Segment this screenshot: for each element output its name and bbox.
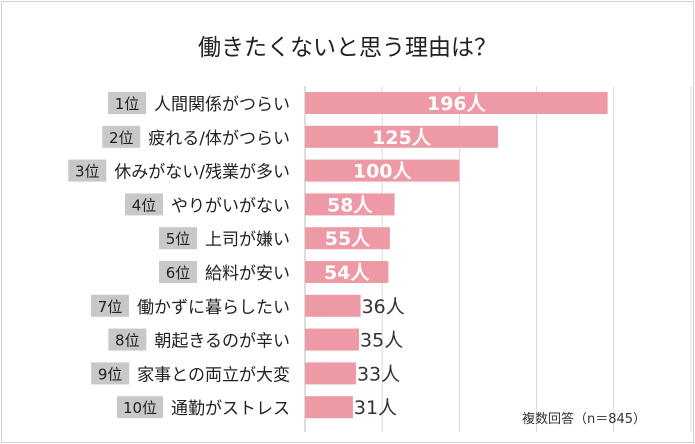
rank-label: 6位 <box>166 264 191 282</box>
chart-title: 働きたくないと思う理由は？ <box>198 35 497 61</box>
category-label: 疲れる/体がつらい <box>148 129 290 149</box>
value-label: 35人 <box>360 330 403 352</box>
rank-label: 1位 <box>115 95 140 113</box>
bar <box>305 193 395 216</box>
rank-badge <box>117 396 163 419</box>
rank-badge <box>91 294 129 317</box>
rank-label: 8位 <box>115 332 140 350</box>
category-label: 朝起きるのが辛い <box>154 332 290 352</box>
value-label: 125人 <box>372 127 432 149</box>
value-label: 55人 <box>325 228 371 250</box>
bar <box>305 362 356 385</box>
bar <box>305 328 360 351</box>
rank-badge <box>159 227 197 250</box>
value-label: 31人 <box>354 397 397 419</box>
value-label: 196人 <box>427 93 487 115</box>
bar <box>305 396 353 419</box>
rank-badge <box>125 193 163 216</box>
rank-label: 3位 <box>75 163 100 181</box>
category-label: 人間関係がつらい <box>154 95 290 115</box>
category-label: やりがいがない <box>171 196 290 216</box>
rank-badge <box>102 125 141 148</box>
bar <box>305 92 608 114</box>
rank-badge <box>91 362 130 385</box>
value-label: 54人 <box>324 262 370 284</box>
category-label: 家事との両立が大変 <box>137 365 290 385</box>
bar <box>305 227 390 250</box>
category-label: 給料が安い <box>205 264 290 284</box>
bar <box>305 159 460 182</box>
category-label: 働かずに暮らしたい <box>137 298 290 318</box>
value-label: 33人 <box>357 363 400 385</box>
rank-label: 7位 <box>98 298 123 316</box>
rank-badge <box>68 159 107 182</box>
rank-label: 2位 <box>109 129 134 147</box>
rank-badge <box>159 261 197 283</box>
rank-label: 9位 <box>98 365 123 383</box>
bar <box>305 261 389 283</box>
value-label: 100人 <box>353 161 413 183</box>
rank-label: 10位 <box>123 399 157 417</box>
value-label: 58人 <box>327 194 373 216</box>
rank-label: 4位 <box>132 196 157 214</box>
bar <box>305 125 498 148</box>
rank-label: 5位 <box>166 230 191 248</box>
bar <box>305 294 361 317</box>
category-label: 休みがない/残業が多い <box>114 163 290 183</box>
category-label: 通勤がストレス <box>171 399 290 419</box>
sample-note: 複数回答（n＝845） <box>522 412 647 427</box>
value-label: 36人 <box>362 296 405 318</box>
category-label: 上司が嫌い <box>205 230 290 250</box>
rank-badge <box>108 328 147 351</box>
rank-badge <box>108 92 146 114</box>
